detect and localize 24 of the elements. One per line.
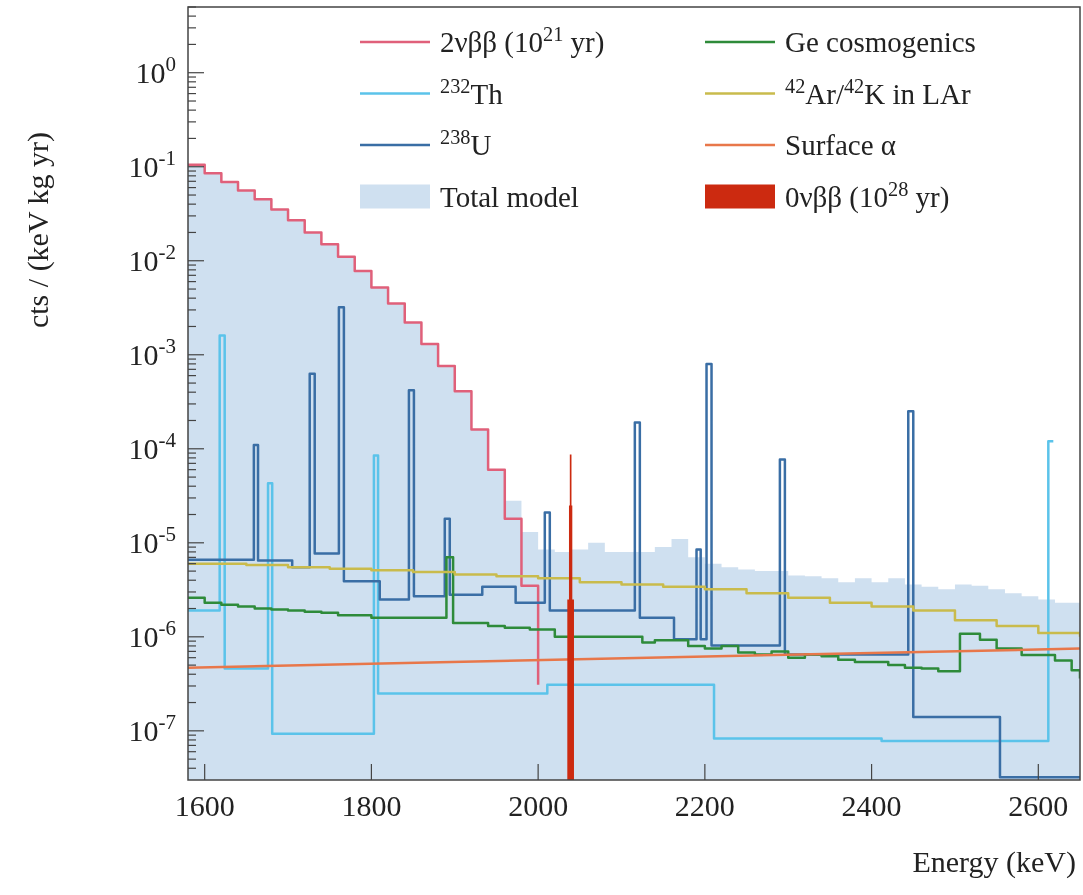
y-axis-title: cts / (keV kg yr) xyxy=(21,131,55,329)
y-tick-label: 10$^{-3}$ xyxy=(128,334,176,372)
x-tick-label: 2400 xyxy=(841,789,902,822)
x-tick-label: 1600 xyxy=(174,789,235,822)
legend-label: Total model xyxy=(440,180,579,213)
legend-label: 2νββ (10$^{21}$ yr) xyxy=(440,23,605,60)
y-tick-label: 10$^{0}$ xyxy=(135,52,176,90)
legend-label: Surface α xyxy=(785,129,897,162)
legend-label: Ge cosmogenics xyxy=(785,26,976,59)
y-tick-label: 10$^{-2}$ xyxy=(128,240,176,278)
legend-label: $^{232}$Th xyxy=(440,74,504,110)
x-axis-title: Energy (keV) xyxy=(912,845,1076,879)
x-tick-label: 1800 xyxy=(341,789,402,822)
y-tick-label: 10$^{-7}$ xyxy=(128,710,176,748)
x-tick-label: 2200 xyxy=(674,789,735,822)
legend-label: $^{238}$U xyxy=(440,126,492,162)
x-tick-label: 2600 xyxy=(1008,789,1069,822)
y-tick-label: 10$^{-1}$ xyxy=(128,146,176,184)
legend-label: $^{42}$Ar/$^{42}$K in LAr xyxy=(785,74,971,110)
y-tick-label: 10$^{-6}$ xyxy=(128,616,176,654)
y-tick-label: 10$^{-4}$ xyxy=(128,428,177,466)
legend-label: 0νββ (10$^{28}$ yr) xyxy=(785,177,950,214)
y-tick-label: 10$^{-5}$ xyxy=(128,522,176,560)
x-tick-label: 2000 xyxy=(508,789,569,822)
